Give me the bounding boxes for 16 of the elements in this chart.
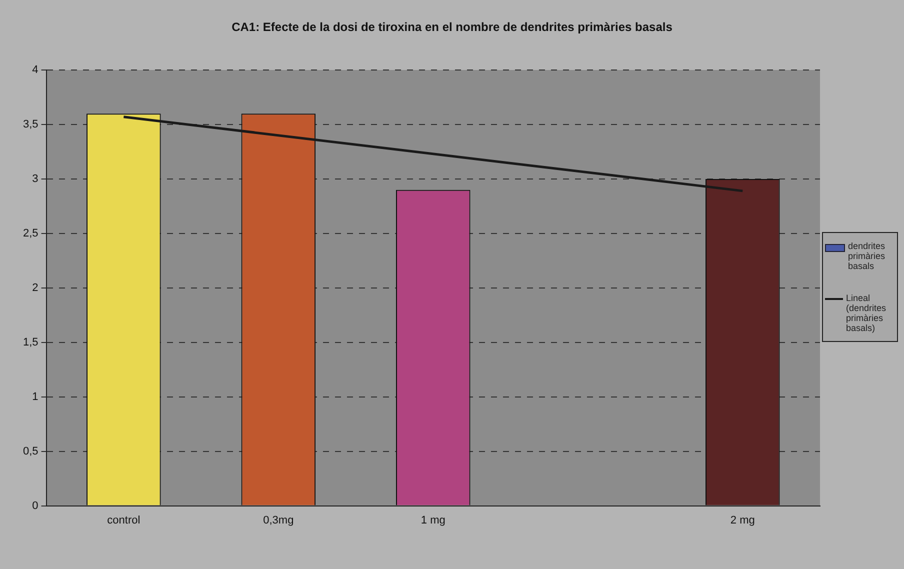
x-tick-label: control — [107, 514, 140, 526]
y-tick-label: 3 — [32, 172, 38, 185]
y-tick-label: 1 — [32, 390, 38, 403]
y-tick-label: 3,5 — [22, 118, 38, 131]
x-tick-label: 0,3mg — [263, 514, 294, 526]
x-tick-label: 2 mg — [730, 514, 755, 526]
y-tick-label: 0 — [32, 500, 38, 512]
y-tick-label: 0,5 — [22, 445, 38, 458]
x-tick-label: 1 mg — [420, 514, 446, 526]
y-tick-label: 4 — [32, 64, 38, 76]
text: dendrites primàries basals — [848, 241, 886, 271]
y-tick-label: 1,5 — [22, 336, 38, 348]
y-tick-label: 2,5 — [22, 227, 38, 240]
legend-label: Lineal (dendrites primàries basals) — [846, 293, 888, 333]
chart-title: CA1: Efecte de la dosi de tiroxina en el nombre de dendrites primàries basals — [230, 20, 674, 34]
y-tick-label: 2 — [32, 282, 38, 294]
